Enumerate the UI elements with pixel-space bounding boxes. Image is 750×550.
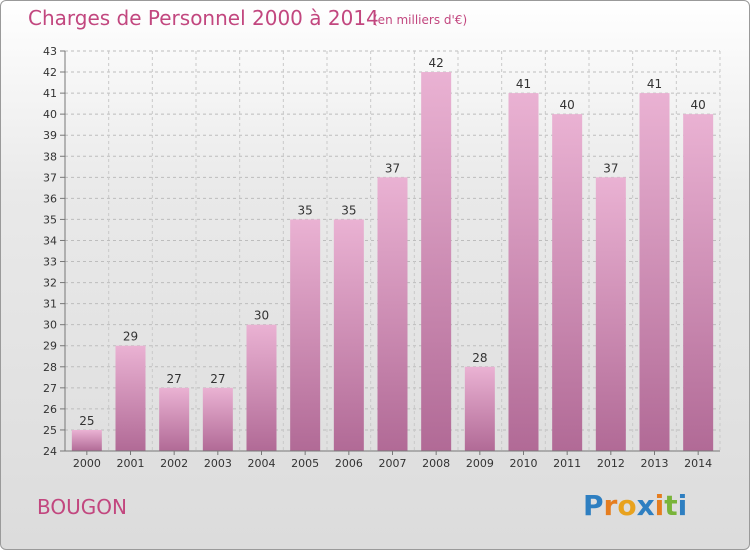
y-tick-label: 36 <box>43 192 57 205</box>
proxiti-logo: Proxiti <box>583 489 687 522</box>
bar-2004 <box>246 324 277 451</box>
y-tick-label: 42 <box>43 66 57 79</box>
x-tick-label: 2002 <box>160 457 188 470</box>
x-tick-label: 2009 <box>466 457 494 470</box>
y-tick-label: 34 <box>43 234 57 247</box>
bar-value-label: 41 <box>516 77 531 91</box>
x-tick-label: 2004 <box>248 457 276 470</box>
y-tick-label: 37 <box>43 171 57 184</box>
bar-2001 <box>115 345 146 451</box>
logo-letter: i <box>677 489 688 522</box>
x-tick-label: 2006 <box>335 457 363 470</box>
bar-value-label: 37 <box>603 161 618 175</box>
y-tick-label: 24 <box>43 445 57 458</box>
x-tick-label: 2005 <box>291 457 319 470</box>
y-tick-label: 41 <box>43 87 57 100</box>
y-tick-label: 30 <box>43 319 57 332</box>
bar-value-label: 27 <box>167 372 182 386</box>
bar-value-label: 37 <box>385 161 400 175</box>
x-tick-label: 2000 <box>73 457 101 470</box>
chart-subtitle: (en milliers d'€) <box>373 13 468 27</box>
bar-2002 <box>159 387 190 451</box>
y-tick-label: 26 <box>43 403 57 416</box>
bar-value-label: 25 <box>79 414 94 428</box>
bar-2011 <box>552 114 583 451</box>
bar-value-label: 42 <box>429 56 444 70</box>
x-tick-label: 2013 <box>641 457 669 470</box>
x-tick-label: 2014 <box>684 457 712 470</box>
bar-value-label: 35 <box>298 203 313 217</box>
bar-2006 <box>333 219 364 451</box>
y-tick-label: 27 <box>43 382 57 395</box>
chart-title: Charges de Personnel 2000 à 2014 <box>28 6 379 30</box>
bar-value-label: 28 <box>472 351 487 365</box>
bar-2005 <box>290 219 321 451</box>
y-tick-label: 28 <box>43 361 57 374</box>
y-tick-label: 40 <box>43 108 57 121</box>
logo-letter: P <box>583 489 604 522</box>
x-tick-label: 2011 <box>553 457 581 470</box>
y-tick-label: 29 <box>43 340 57 353</box>
bar-2013 <box>639 93 670 452</box>
bar-value-label: 41 <box>647 77 662 91</box>
bar-2008 <box>421 72 452 451</box>
bar-value-label: 30 <box>254 309 269 323</box>
logo-letter: o <box>617 489 637 522</box>
x-tick-label: 2008 <box>422 457 450 470</box>
bar-2012 <box>595 177 626 451</box>
x-tick-label: 2003 <box>204 457 232 470</box>
bar-2009 <box>464 366 495 451</box>
bar-value-label: 27 <box>210 372 225 386</box>
y-tick-label: 38 <box>43 150 57 163</box>
logo-letter: r <box>603 489 618 522</box>
bar-2003 <box>202 387 233 451</box>
bar-value-label: 40 <box>560 98 575 112</box>
bar-2010 <box>508 93 539 452</box>
logo-letter: x <box>636 489 655 522</box>
bar-2000 <box>71 429 102 451</box>
y-tick-label: 43 <box>43 45 57 58</box>
y-tick-label: 32 <box>43 277 57 290</box>
bar-value-label: 29 <box>123 330 138 344</box>
logo-letter: i <box>654 489 665 522</box>
y-tick-label: 33 <box>43 256 57 269</box>
y-tick-label: 35 <box>43 213 57 226</box>
y-tick-label: 31 <box>43 298 57 311</box>
bar-2007 <box>377 177 408 451</box>
x-tick-label: 2010 <box>510 457 538 470</box>
bar-2014 <box>683 114 714 451</box>
commune-name: BOUGON <box>37 495 127 519</box>
y-tick-label: 25 <box>43 424 57 437</box>
bar-value-label: 40 <box>691 98 706 112</box>
x-tick-label: 2012 <box>597 457 625 470</box>
logo-letter: t <box>664 489 678 522</box>
y-tick-label: 39 <box>43 129 57 142</box>
x-tick-label: 2001 <box>117 457 145 470</box>
bar-value-label: 35 <box>341 203 356 217</box>
x-tick-label: 2007 <box>379 457 407 470</box>
